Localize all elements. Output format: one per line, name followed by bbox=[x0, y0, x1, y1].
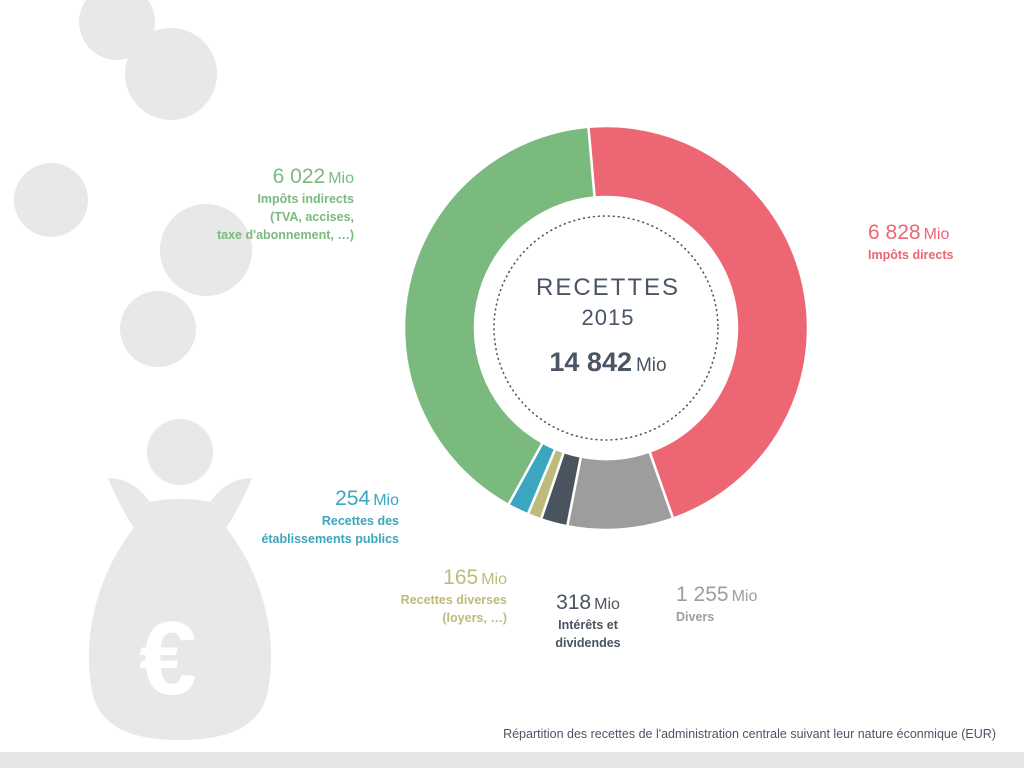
value-unit: Mio bbox=[594, 596, 620, 613]
donut-slices bbox=[402, 124, 810, 532]
slice-name-line: Impôts indirects bbox=[257, 192, 354, 206]
coin-circle bbox=[14, 163, 88, 237]
dotted-inner-ring bbox=[493, 215, 719, 441]
value-number: 165 bbox=[443, 566, 479, 589]
figure-caption: Répartition des recettes de l'administra… bbox=[503, 727, 996, 741]
donut-slice-5 bbox=[402, 125, 596, 507]
slice-name-line: Intérêts et bbox=[558, 618, 618, 632]
value-number: 318 bbox=[556, 591, 592, 614]
value-unit: Mio bbox=[373, 492, 399, 509]
donut-slice-0 bbox=[587, 124, 810, 520]
center-summary: RECETTES 2015 14 842 Mio bbox=[508, 272, 708, 378]
value-number: 6 828 bbox=[868, 221, 921, 244]
slice-name: Impôts directs bbox=[868, 248, 954, 262]
label-divers: 1 255 Mio Divers bbox=[676, 583, 757, 626]
slice-name: Divers bbox=[676, 610, 715, 624]
chart-year: 2015 bbox=[581, 305, 635, 330]
svg-text:€: € bbox=[139, 601, 197, 717]
value-number: 6 022 bbox=[272, 165, 326, 188]
label-recettes-diverses: 165 Mio Recettes diverses (loyers, …) bbox=[360, 566, 507, 627]
value-unit: Mio bbox=[328, 170, 354, 187]
total-unit: Mio bbox=[635, 355, 667, 376]
total-number: 14 842 bbox=[549, 347, 632, 377]
slice-name-line: dividendes bbox=[555, 636, 621, 650]
label-impots-directs: 6 828 Mio Impôts directs bbox=[868, 221, 953, 264]
label-impots-indirects: 6 022 Mio Impôts indirects (TVA, accises,… bbox=[160, 165, 354, 244]
total-value: 14 842 Mio bbox=[508, 347, 708, 378]
value-number: 1 255 bbox=[676, 583, 729, 606]
value-unit: Mio bbox=[481, 571, 507, 588]
label-etablissements-publics: 254 Mio Recettes des établissements publi… bbox=[200, 487, 399, 548]
label-interets-dividendes: 318 Mio Intérêts et dividendes bbox=[538, 591, 638, 652]
value-unit: Mio bbox=[731, 588, 758, 605]
euro-money-bag-icon: € bbox=[88, 419, 272, 740]
coin-circle bbox=[120, 291, 196, 367]
slice-name-line: (TVA, accises, bbox=[270, 210, 354, 224]
slice-name-line: Recettes des bbox=[321, 514, 399, 528]
chart-title: RECETTES bbox=[535, 274, 680, 301]
value-number: 254 bbox=[335, 487, 371, 510]
slice-name-line: établissements publics bbox=[261, 532, 399, 546]
slice-name-line: Recettes diverses bbox=[400, 593, 507, 607]
slice-name-line: taxe d'abonnement, …) bbox=[216, 228, 354, 242]
footer-bar bbox=[0, 752, 1024, 768]
coin-circle bbox=[160, 204, 252, 296]
coin-circle bbox=[125, 28, 217, 120]
value-unit: Mio bbox=[923, 226, 950, 243]
slice-name-line: (loyers, …) bbox=[442, 611, 507, 625]
